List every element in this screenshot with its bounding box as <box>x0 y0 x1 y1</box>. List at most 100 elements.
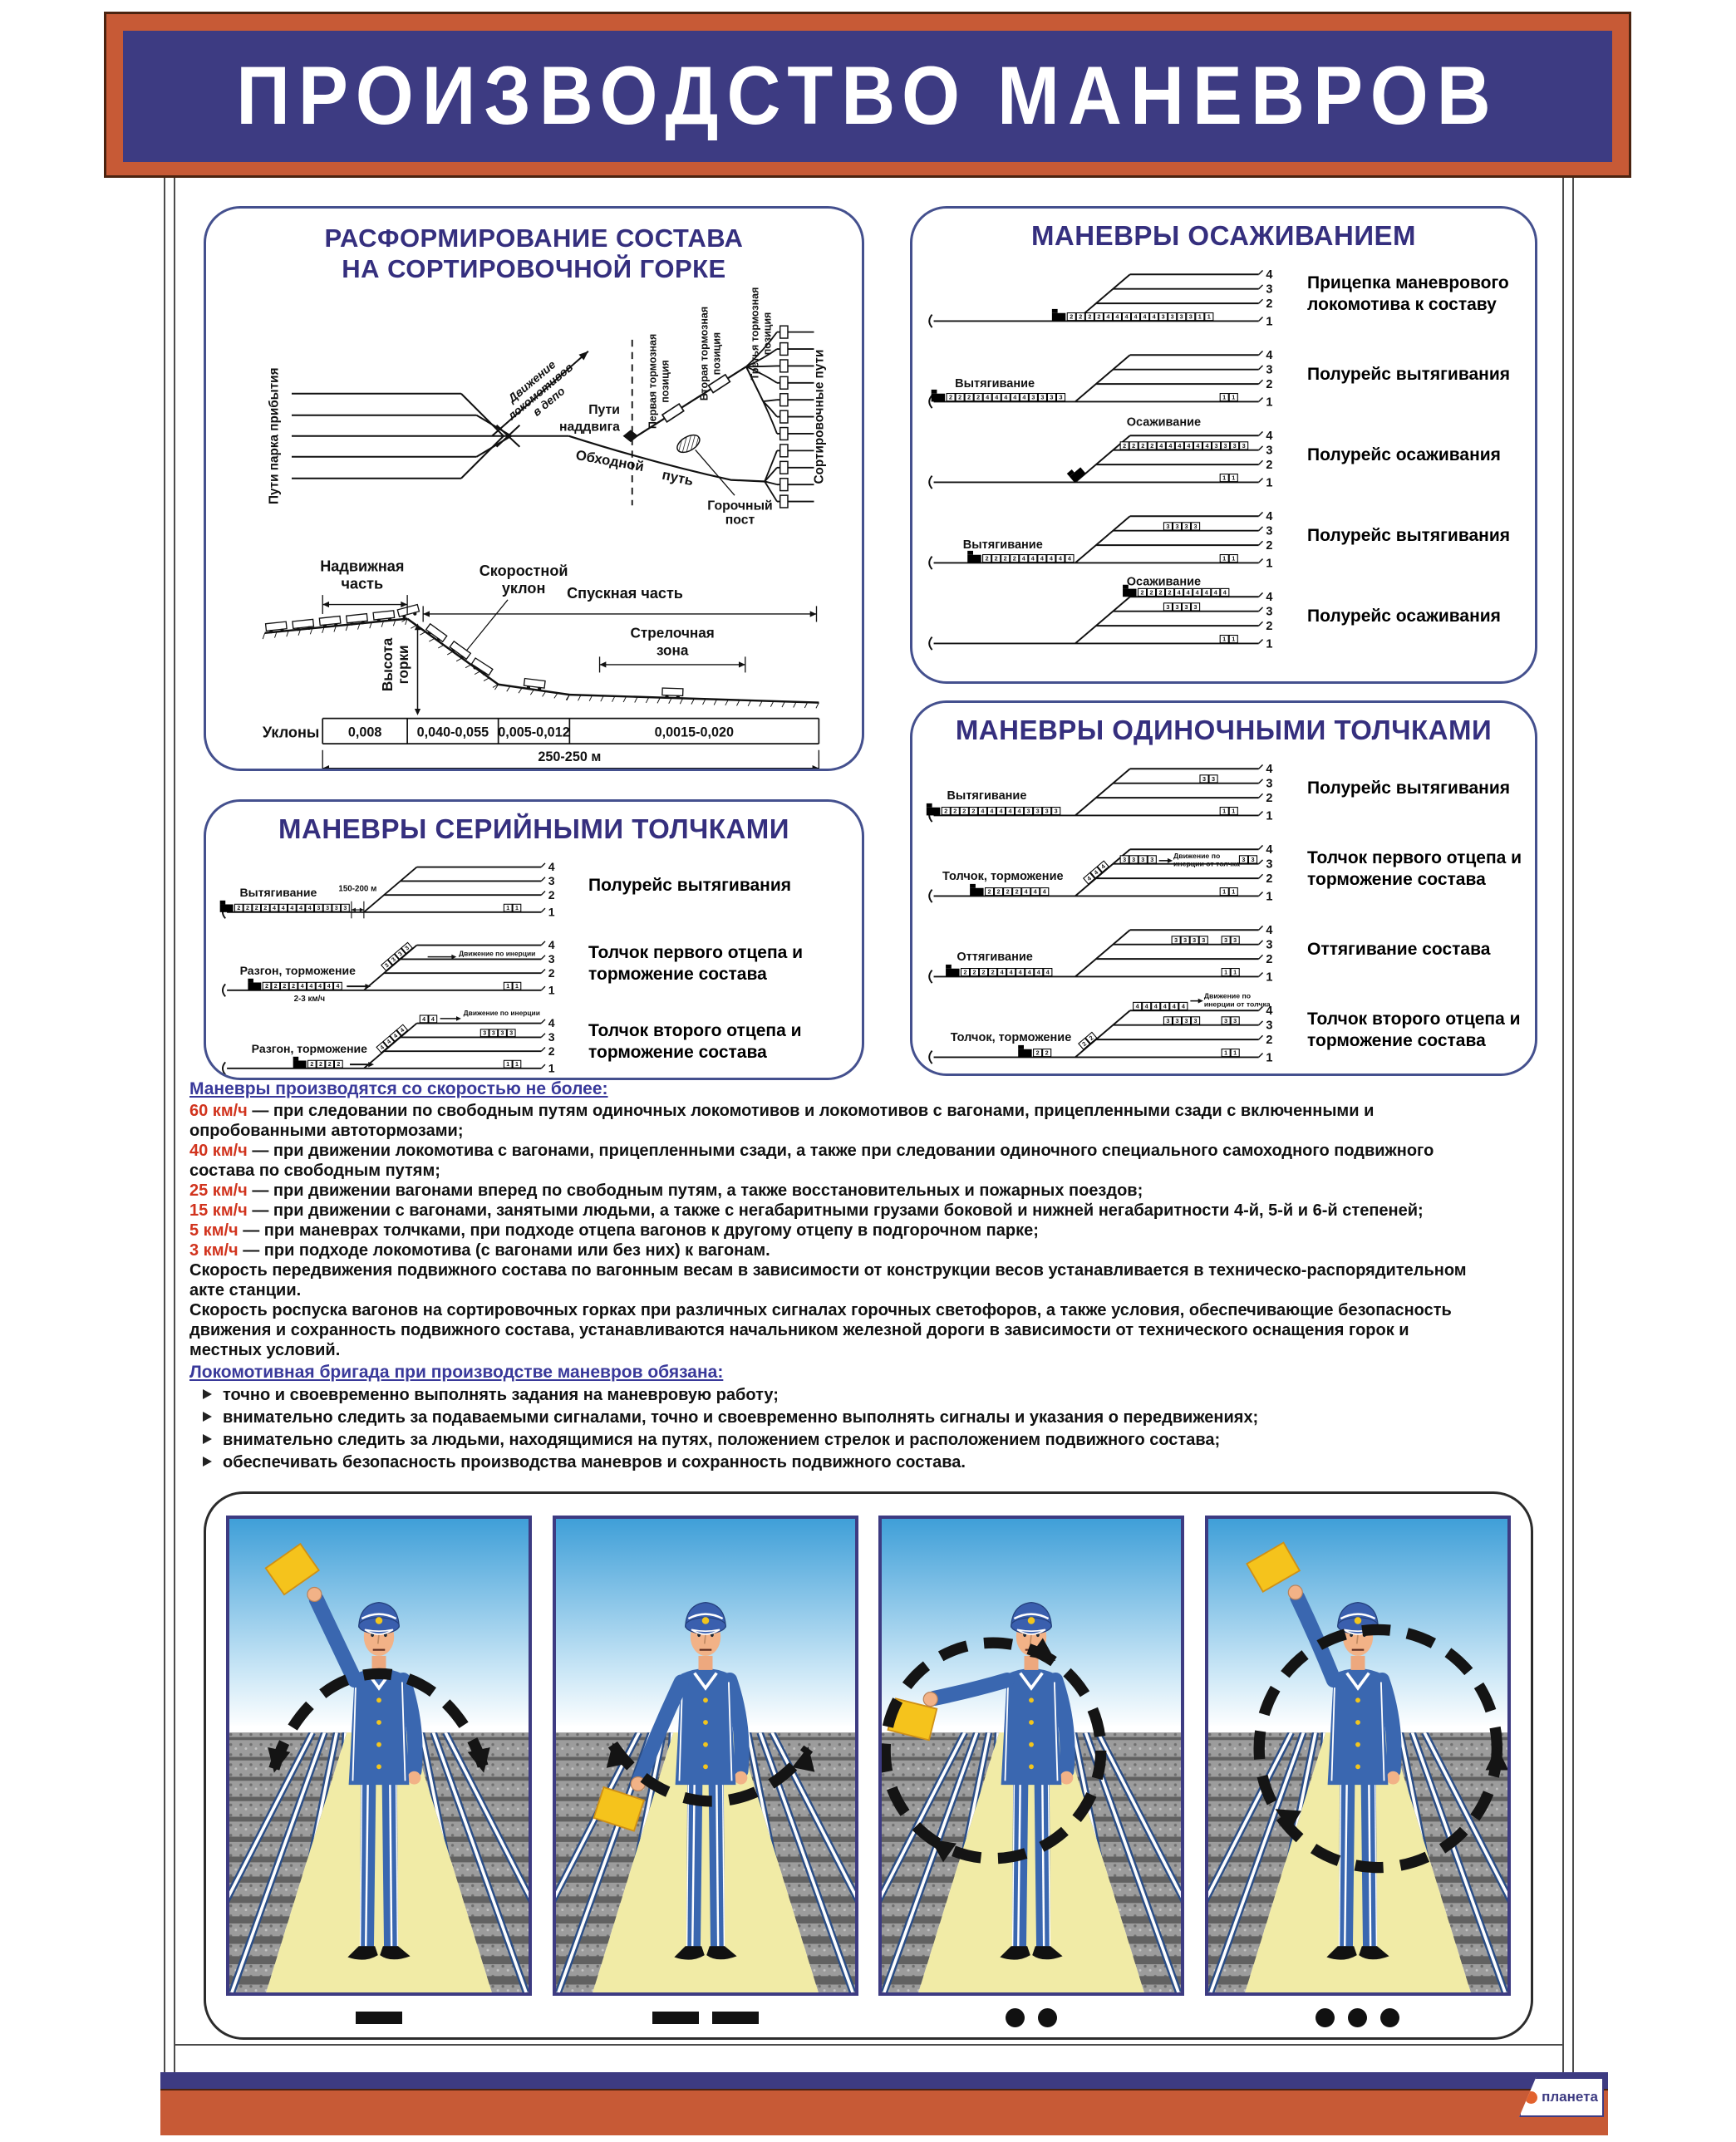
svg-text:1: 1 <box>548 1062 555 1075</box>
svg-text:3: 3 <box>1150 856 1153 863</box>
svg-text:4: 4 <box>386 1039 393 1045</box>
svg-text:4: 4 <box>1022 555 1025 563</box>
svg-text:1: 1 <box>1266 809 1272 823</box>
svg-text:Вытягивание: Вытягивание <box>947 789 1026 803</box>
scheme-row: 1 2 3 4 2 2 2 2 4 4 4 4 4 4 3 3 3 3 3 3 1 1 Толчок, торможение… <box>922 990 1525 1070</box>
footer-orange-band <box>160 2089 1608 2135</box>
scheme-rows: 1 2 3 4 2 2 2 2 4 4 4 4 4 4 3 3 3 3 1 1 Прицепка маневрового… <box>912 252 1535 656</box>
flag-signals-strip <box>204 1491 1533 2040</box>
scheme-row: 1 2 3 4 2 2 2 2 4 4 4 4 4 4 3 3 3 3 1 1 Осаживание Полурейс о… <box>922 576 1525 656</box>
svg-text:3: 3 <box>1266 525 1272 538</box>
svg-text:2: 2 <box>1088 313 1091 321</box>
svg-text:2: 2 <box>953 808 957 815</box>
duty-item-1: точно и своевременно выполнять задания н… <box>203 1385 1469 1405</box>
svg-text:Сортировочные пути: Сортировочные пути <box>812 350 826 484</box>
scheme-caption: Толчок первого отцепа и торможение соста… <box>1307 847 1522 889</box>
svg-text:Надвижная: Надвижная <box>320 558 404 575</box>
svg-text:3: 3 <box>1123 856 1126 863</box>
svg-text:4: 4 <box>548 860 555 873</box>
scheme-caption: Толчок второго отцепа и торможение соста… <box>1307 1009 1521 1050</box>
svg-text:1: 1 <box>1266 476 1272 489</box>
svg-text:4: 4 <box>327 984 331 990</box>
svg-text:4: 4 <box>1028 969 1031 976</box>
signal-code-marks <box>652 2007 759 2027</box>
frame-line-bottom <box>174 2044 1564 2046</box>
svg-text:3: 3 <box>1233 936 1237 944</box>
svg-text:3: 3 <box>391 956 397 963</box>
svg-text:2: 2 <box>949 394 952 401</box>
svg-text:2: 2 <box>986 555 989 563</box>
signal-code-marks <box>356 2007 403 2027</box>
svg-text:1: 1 <box>1233 969 1237 976</box>
svg-text:2: 2 <box>1141 442 1144 450</box>
speed-value: 15 км/ч <box>189 1201 248 1221</box>
svg-text:2: 2 <box>255 906 258 911</box>
svg-text:2: 2 <box>991 969 995 976</box>
svg-text:1: 1 <box>1266 557 1272 570</box>
svg-text:3: 3 <box>1027 808 1030 815</box>
svg-text:150-200 м: 150-200 м <box>338 885 376 894</box>
svg-text:4: 4 <box>1196 588 1199 596</box>
svg-text:0,0015-0,020: 0,0015-0,020 <box>655 725 734 740</box>
svg-text:3: 3 <box>1233 442 1237 450</box>
signal-code-dash <box>652 2011 699 2024</box>
hump-title-line1: РАСФОРМИРОВАНИЕ СОСТАВА <box>324 224 744 253</box>
svg-text:2: 2 <box>265 984 268 990</box>
signal-panel-arm-up-swing <box>226 1516 533 2027</box>
arrow-bullet-icon <box>203 1457 212 1467</box>
svg-text:1: 1 <box>1232 636 1235 643</box>
svg-text:2: 2 <box>1159 588 1163 596</box>
svg-text:1: 1 <box>1224 969 1227 976</box>
scheme-caption: Прицепка маневрового локомотива к состав… <box>1307 273 1509 314</box>
publisher-logo-text: планета <box>1542 2089 1598 2105</box>
svg-text:2: 2 <box>1070 313 1073 321</box>
svg-text:2: 2 <box>548 888 555 902</box>
svg-text:4: 4 <box>548 1016 555 1029</box>
svg-text:1: 1 <box>1266 395 1272 409</box>
rules-text-block: Маневры производятся со скоростью не бол… <box>189 1077 1469 1475</box>
svg-text:Вытягивание: Вытягивание <box>239 886 317 899</box>
speed-rule-item-25: 25 км/ч — при движении вагонами вперед п… <box>189 1182 1143 1201</box>
hump-panel-title: РАСФОРМИРОВАНИЕ СОСТАВА НА СОРТИРОВОЧНОЙ… <box>206 224 862 284</box>
svg-text:2: 2 <box>548 1044 555 1058</box>
svg-text:4: 4 <box>1187 442 1190 450</box>
svg-text:2: 2 <box>328 1062 332 1068</box>
speed-rule-item-3: 3 км/ч — при подходе локомотива (с вагон… <box>189 1241 770 1260</box>
svg-text:Вторая тормозная: Вторая тормозная <box>698 307 710 400</box>
svg-text:4: 4 <box>1173 1002 1176 1010</box>
svg-text:1: 1 <box>1266 1051 1272 1064</box>
svg-text:пост: пост <box>725 513 755 528</box>
svg-text:2: 2 <box>1036 1049 1040 1057</box>
svg-text:3: 3 <box>384 962 391 969</box>
svg-text:2: 2 <box>967 394 971 401</box>
footer-navy-stripe <box>160 2072 1608 2089</box>
svg-text:4: 4 <box>1124 313 1128 321</box>
svg-text:1: 1 <box>1232 555 1235 563</box>
title-box: ПРОИЗВОДСТВО МАНЕВРОВ <box>123 31 1612 162</box>
svg-text:1: 1 <box>548 906 555 919</box>
scheme-row: 1 2 3 4 2 2 2 2 4 4 4 4 4 4 3 3 3 3 1 1 Прицепка маневрового… <box>922 253 1525 334</box>
svg-text:3: 3 <box>1175 603 1178 611</box>
svg-text:1: 1 <box>506 984 509 990</box>
svg-text:3: 3 <box>335 906 338 911</box>
svg-text:4: 4 <box>1178 442 1181 450</box>
svg-text:4: 4 <box>318 984 322 990</box>
svg-text:2: 2 <box>237 906 240 911</box>
svg-text:2: 2 <box>944 808 947 815</box>
svg-text:2: 2 <box>982 969 986 976</box>
publisher-logo: планета <box>1519 2077 1604 2117</box>
svg-text:4: 4 <box>1001 969 1004 976</box>
hump-profile-diagram: Надвижная часть Скоростной уклон Спускная ча… <box>206 530 862 769</box>
signal-code-dash <box>356 2011 403 2024</box>
svg-text:4: 4 <box>1008 808 1011 815</box>
svg-text:4: 4 <box>1178 588 1181 596</box>
crew-duties-list: точно и своевременно выполнять задания н… <box>189 1385 1469 1472</box>
svg-text:4: 4 <box>1205 442 1208 450</box>
svg-text:4: 4 <box>1050 555 1053 563</box>
svg-text:3: 3 <box>501 1031 504 1037</box>
svg-text:4: 4 <box>1115 313 1119 321</box>
svg-text:Вытягивание: Вытягивание <box>963 538 1043 552</box>
